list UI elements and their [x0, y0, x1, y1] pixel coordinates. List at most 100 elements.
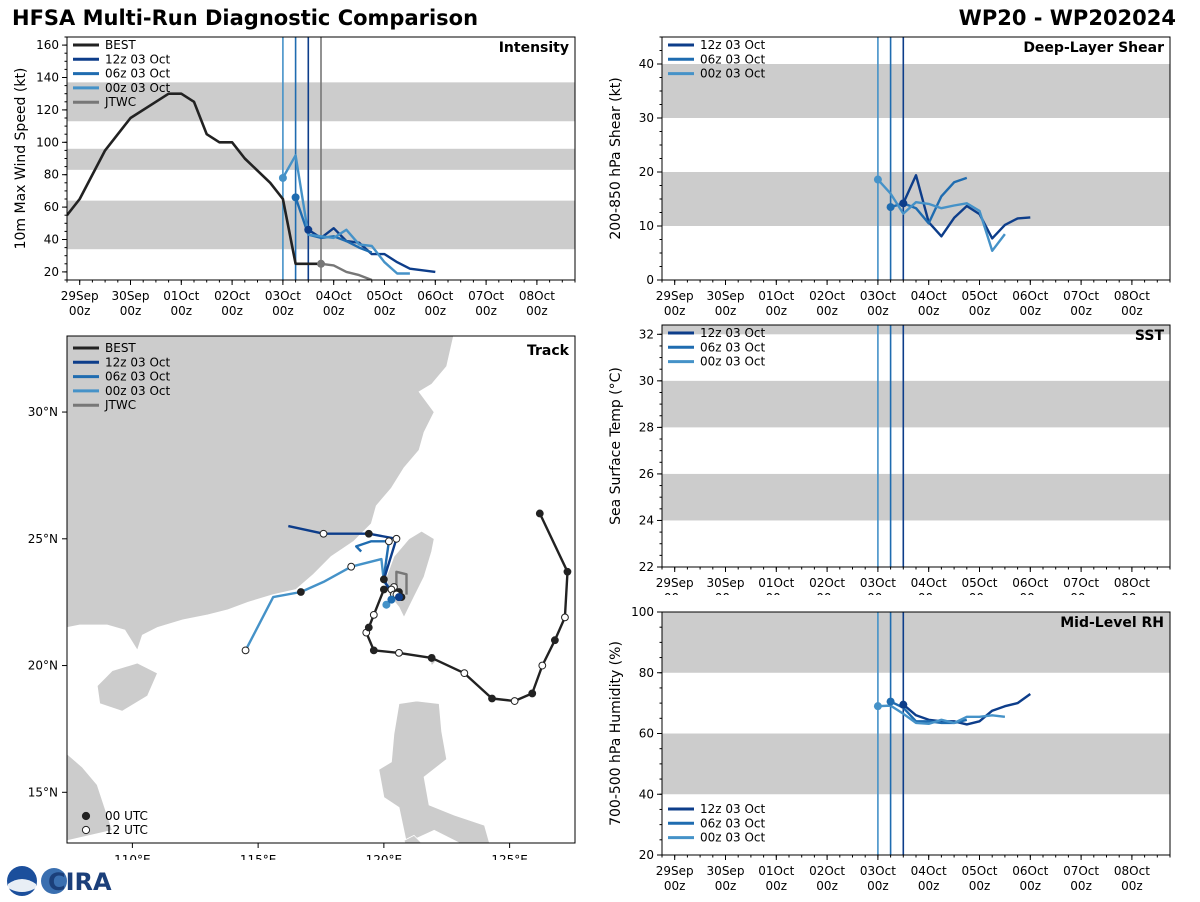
x-tick-date: 08Oct — [1114, 864, 1150, 878]
y-tick-label: 80 — [639, 666, 654, 680]
rh-panel: 2040608010029Sep00z30Sep00z01Oct00z02Oct… — [608, 605, 1171, 893]
lon-tick-label: 110°E — [114, 853, 151, 860]
track-point-00utc — [488, 694, 496, 703]
mainland-china-land — [67, 336, 454, 652]
y-tick-label: 40 — [639, 787, 654, 801]
x-tick-hour: 00z — [1121, 591, 1143, 595]
storm-id: WP20 - WP202024 — [958, 6, 1176, 30]
hainan-land — [96, 662, 159, 712]
legend-label-run_00z: 00z 03 Oct — [700, 67, 766, 81]
y-tick-label: 40 — [639, 57, 654, 71]
x-tick-hour: 00z — [969, 879, 991, 893]
track-point-00utc — [535, 509, 544, 518]
y-axis-label: 700-500 hPa Humidity (%) — [608, 641, 624, 826]
lat-tick-label: 20°N — [28, 659, 58, 673]
panel-title: Track — [527, 343, 570, 359]
lat-tick-label: 30°N — [28, 405, 58, 419]
threshold-band — [662, 325, 1170, 335]
track-point-00utc — [369, 646, 378, 655]
series-line-run_12z — [902, 693, 1031, 726]
series-line-jtwc — [320, 262, 373, 280]
x-tick-date: 06Oct — [417, 289, 453, 303]
series-line-run_12z — [902, 173, 1031, 240]
x-tick-date: 04Oct — [316, 289, 352, 303]
init-marker — [304, 225, 313, 234]
y-tick-label: 120 — [36, 103, 59, 117]
x-tick-date: 29Sep — [61, 289, 99, 303]
track-init-marker — [387, 595, 396, 604]
y-tick-label: 28 — [639, 420, 654, 434]
track-panel: 110°E 115°E 120°E 125°E 15°N 20°N 25°N 30°N Trac… — [28, 335, 576, 860]
threshold-band — [662, 733, 1170, 795]
track-point-12utc — [460, 669, 469, 678]
x-tick-hour: 00z — [1020, 591, 1042, 595]
y-tick-label: 140 — [36, 71, 59, 85]
legend-label-run_12z: 12z 03 Oct — [105, 52, 171, 66]
threshold-band — [662, 64, 1170, 118]
x-tick-date: 05Oct — [961, 289, 997, 303]
track-point-12utc — [369, 610, 378, 619]
track-point-00utc — [563, 567, 572, 576]
x-tick-date: 04Oct — [911, 289, 947, 303]
x-tick-date: 01Oct — [163, 289, 199, 303]
shear-panel: 01020304029Sep00z30Sep00z01Oct00z02Oct00… — [608, 36, 1171, 318]
x-tick-hour: 00z — [664, 591, 686, 595]
x-tick-date: 02Oct — [214, 289, 250, 303]
y-tick-label: 60 — [44, 200, 59, 214]
lon-tick-label: 120°E — [366, 853, 403, 860]
plot-area — [662, 37, 1170, 280]
x-tick-date: 07Oct — [1063, 289, 1099, 303]
y-tick-label: 20 — [639, 165, 654, 179]
y-tick-label: 40 — [44, 233, 59, 247]
mindoro-land — [403, 834, 423, 843]
x-tick-date: 30Sep — [707, 576, 745, 590]
panel-title: Deep-Layer Shear — [1023, 40, 1164, 56]
y-axis-label: 200-850 hPa Shear (kt) — [608, 77, 624, 239]
panel-title: Intensity — [499, 40, 569, 56]
x-tick-date: 06Oct — [1012, 289, 1048, 303]
x-tick-hour: 00z — [867, 304, 889, 318]
track-line-best — [365, 512, 569, 703]
y-tick-label: 10 — [639, 219, 654, 233]
x-tick-hour: 00z — [715, 879, 737, 893]
series-line-run_12z — [307, 226, 436, 274]
y-tick-label: 100 — [36, 135, 59, 149]
series-line-run_00z — [877, 178, 1006, 253]
track-point-12utc — [319, 529, 328, 538]
x-tick-hour: 00z — [664, 304, 686, 318]
track-init-marker — [382, 600, 391, 609]
legend-label-run_12z: 12z 03 Oct — [700, 326, 766, 340]
x-tick-date: 01Oct — [758, 289, 794, 303]
x-tick-hour: 00z — [969, 591, 991, 595]
track-point-12utc — [385, 537, 393, 546]
x-tick-date: 02Oct — [809, 289, 845, 303]
x-tick-hour: 00z — [526, 304, 548, 318]
x-tick-date: 30Sep — [112, 289, 150, 303]
legend-label-12utc: 12 UTC — [105, 823, 148, 837]
threshold-band — [662, 380, 1170, 428]
x-tick-hour: 00z — [171, 304, 193, 318]
x-tick-date: 06Oct — [1012, 864, 1048, 878]
track-point-12utc — [392, 534, 401, 543]
x-tick-date: 02Oct — [809, 576, 845, 590]
series-line-run_00z — [877, 704, 1006, 726]
x-tick-date: 03Oct — [860, 576, 896, 590]
x-tick-date: 08Oct — [1114, 289, 1150, 303]
x-tick-hour: 00z — [918, 304, 940, 318]
legend-label-run_06z: 06z 03 Oct — [700, 816, 766, 830]
intensity-panel: 2040608010012014016029Sep00z30Sep00z01Oc… — [13, 36, 576, 318]
plot-area — [67, 37, 575, 280]
legend-label-run_00z: 00z 03 Oct — [700, 355, 766, 369]
x-tick-hour: 00z — [918, 591, 940, 595]
x-tick-date: 30Sep — [707, 289, 745, 303]
sst-panel: 22242628303229Sep00z30Sep00z01Oct00z02Oc… — [608, 324, 1171, 595]
track-point-12utc — [561, 613, 569, 622]
x-tick-hour: 00z — [323, 304, 345, 318]
init-marker — [873, 702, 882, 711]
init-marker — [886, 697, 895, 706]
x-tick-hour: 00z — [664, 879, 686, 893]
x-tick-date: 29Sep — [656, 289, 694, 303]
y-tick-label: 32 — [639, 327, 654, 341]
x-tick-date: 05Oct — [366, 289, 402, 303]
x-tick-date: 29Sep — [656, 864, 694, 878]
